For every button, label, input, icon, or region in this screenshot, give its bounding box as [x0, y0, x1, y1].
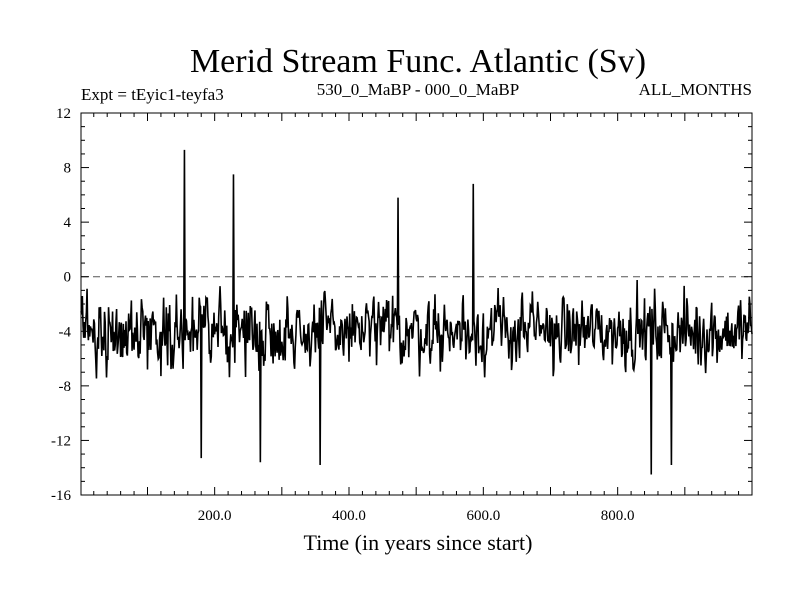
x-tick-label: 400.0 — [332, 508, 366, 524]
y-tick-label: -8 — [59, 379, 72, 395]
y-tick-label: 0 — [64, 270, 72, 286]
period-label: 530_0_MaBP - 000_0_MaBP — [317, 80, 519, 99]
x-tick-label: 200.0 — [198, 508, 232, 524]
y-tick-label: 4 — [64, 215, 72, 231]
y-tick-label: 8 — [64, 161, 72, 177]
y-tick-label: 12 — [56, 106, 71, 122]
months-label: ALL_MONTHS — [639, 80, 752, 99]
x-tick-label: 600.0 — [466, 508, 500, 524]
x-tick-label: 800.0 — [601, 508, 635, 524]
y-tick-label: -12 — [51, 433, 71, 449]
chart-title: Merid Stream Func. Atlantic (Sv) — [190, 43, 646, 80]
experiment-label: Expt = tEyic1-teyfa3 — [81, 85, 224, 104]
y-tick-label: -4 — [59, 324, 72, 340]
plot-area: -16 -12 -8 -4 0 4 8 12 200.0 400.0 600.0 800.0 — [51, 106, 753, 524]
series-line — [80, 149, 753, 475]
y-tick-label: -16 — [51, 488, 71, 504]
x-axis-label: Time (in years since start) — [304, 530, 533, 555]
